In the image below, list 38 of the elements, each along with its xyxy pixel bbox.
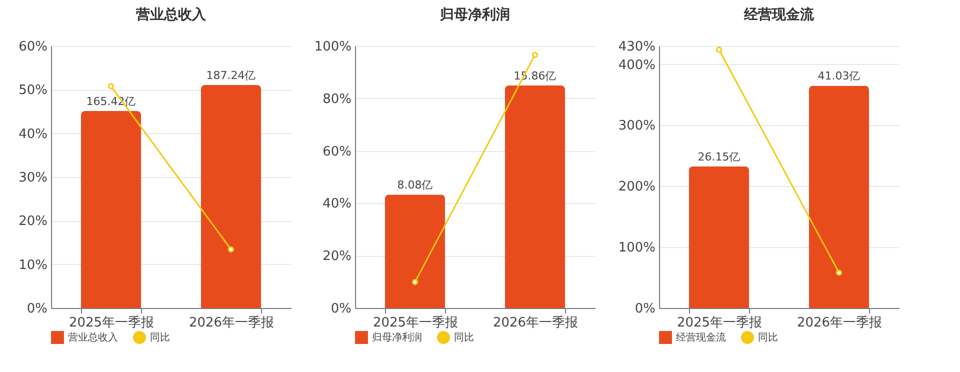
chart-title: 归母净利润 [439, 6, 510, 23]
x-tick-label: 2026年一季报 [188, 316, 274, 330]
chart-title: 经营现金流 [743, 6, 815, 23]
x-tick-label: 2025年一季报 [676, 316, 762, 330]
legend-label: 同比 [150, 332, 170, 344]
text: 20% [18, 214, 48, 230]
text: 40% [18, 126, 48, 142]
text: 100% [314, 40, 352, 54]
legend-label: 归母净利润 [372, 332, 422, 344]
text: 10% [18, 258, 48, 273]
legend-label: 经营现金流 [676, 332, 726, 344]
data-label: 8.08亿 [397, 178, 433, 192]
x-tick-label: 2025年一季报 [68, 316, 154, 330]
text: 400% [618, 58, 656, 73]
x-tick-label: 2026年一季报 [492, 316, 578, 330]
text: 100% [618, 240, 656, 256]
text: 20% [322, 249, 352, 264]
text: 0% [26, 302, 48, 316]
data-label: 26.15亿 [698, 150, 740, 164]
text: 300% [618, 118, 656, 134]
text: 40% [322, 196, 352, 212]
text: 60% [18, 40, 48, 54]
chart-title: 营业总收入 [135, 7, 207, 23]
text: 50% [18, 83, 48, 98]
x-tick-label: 2026年一季报 [796, 316, 882, 330]
text: 60% [322, 144, 352, 160]
text: 0% [634, 302, 656, 316]
text: 80% [322, 92, 352, 107]
text: 0% [330, 302, 352, 316]
text: 200% [618, 180, 656, 195]
legend-label: 营业总收入 [68, 332, 118, 344]
data-label: 187.24亿 [206, 69, 256, 82]
text: 30% [18, 170, 48, 186]
legend-label: 同比 [758, 332, 778, 344]
legend-label: 同比 [454, 332, 474, 344]
x-tick-label: 2025年一季报 [372, 316, 458, 330]
data-label: 41.03亿 [818, 70, 860, 83]
text: 430% [618, 40, 656, 54]
